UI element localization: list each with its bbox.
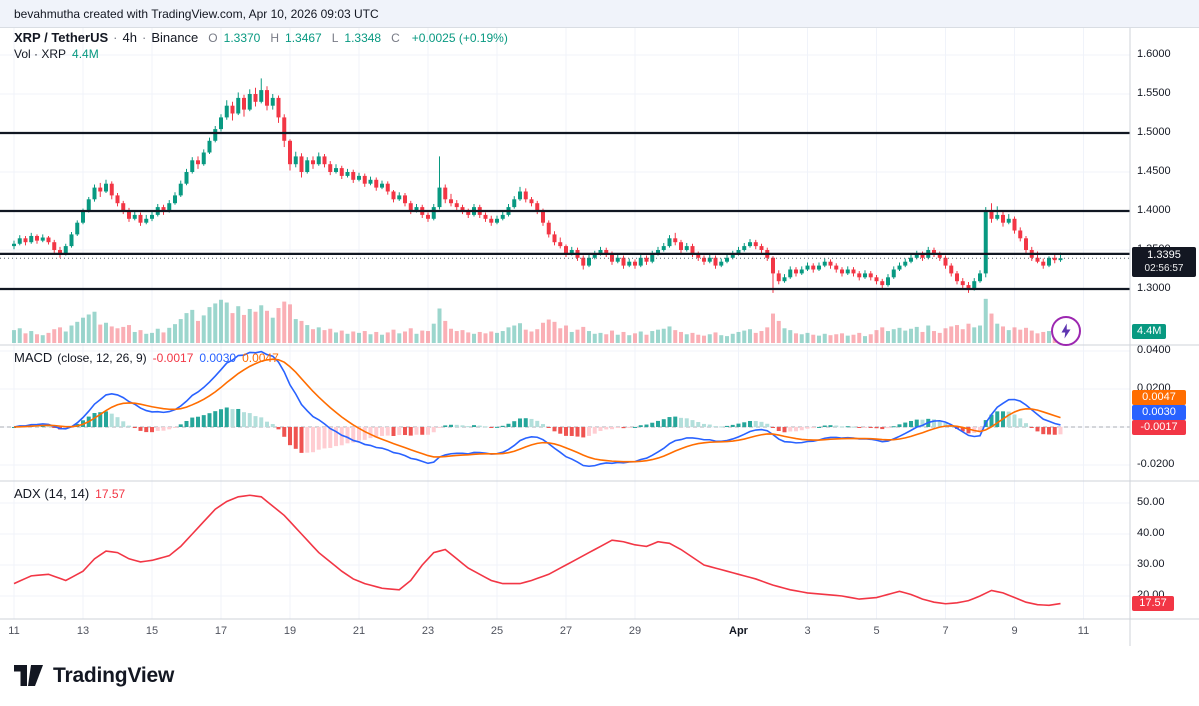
tradingview-logo-icon <box>14 665 43 686</box>
macd-legend: MACD (close, 12, 26, 9) -0.0017 0.0030 0… <box>14 350 279 365</box>
high-label: H <box>270 30 280 45</box>
adx-value: 17.57 <box>95 486 126 501</box>
adx-badge: 17.57 <box>1132 596 1174 611</box>
low-value: 1.3348 <box>344 30 382 45</box>
macd-params: (close, 12, 26, 9) <box>57 350 147 365</box>
last-price-badge: 1.3395 02:56:57 <box>1132 247 1196 277</box>
symbol-exchange[interactable]: Binance <box>151 30 199 45</box>
macd-signal-value: 0.0047 <box>242 350 279 365</box>
tradingview-brand-text: TradingView <box>53 664 175 687</box>
high-value: 1.3467 <box>285 30 322 45</box>
levels-layer <box>0 131 1130 291</box>
bar-countdown: 02:56:57 <box>1144 263 1184 274</box>
flash-button[interactable] <box>1051 316 1081 346</box>
volume-badge: 4.4M <box>1132 324 1167 339</box>
volume-value: 4.4M <box>72 47 99 61</box>
open-label: O <box>208 30 218 45</box>
volume-label[interactable]: Vol · XRP <box>14 47 67 61</box>
legend-separator: · <box>141 30 147 45</box>
footer: TradingView <box>0 646 1199 706</box>
adx-title[interactable]: ADX (14, 14) <box>14 486 90 501</box>
adx-legend: ADX (14, 14) 17.57 <box>14 486 125 501</box>
low-label: L <box>331 30 339 45</box>
last-price: 1.3395 <box>1147 249 1181 261</box>
tradingview-logo[interactable]: TradingView <box>14 664 174 688</box>
grid-layer <box>0 28 1130 619</box>
candles-layer <box>12 78 1063 293</box>
volume-layer <box>12 298 1063 343</box>
change-value: +0.0025 (+0.19%) <box>411 30 508 45</box>
volume-legend: Vol · XRP 4.4M <box>14 47 99 61</box>
macd-line-value: 0.0030 <box>199 350 237 365</box>
symbol-interval[interactable]: 4h <box>122 30 137 45</box>
macd-title[interactable]: MACD <box>14 350 53 365</box>
macd-hist-value: -0.0017 <box>152 350 194 365</box>
lightning-icon <box>1061 323 1071 339</box>
legend-separator: · <box>113 30 118 45</box>
attribution-text: bevahmutha created with TradingView.com,… <box>14 6 379 21</box>
attribution-bar: bevahmutha created with TradingView.com,… <box>0 0 1199 28</box>
open-value: 1.3370 <box>223 30 261 45</box>
macd-hist-badge: -0.0017 <box>1132 420 1186 435</box>
macd-signal-badge: 0.0047 <box>1132 390 1186 405</box>
separators-layer <box>0 28 1199 646</box>
symbol-title[interactable]: XRP / TetherUS <box>14 30 109 45</box>
adx-layer <box>13 494 1061 607</box>
macd-line-badge: 0.0030 <box>1132 405 1186 420</box>
close-label: C <box>391 30 400 45</box>
macd-layer <box>0 350 1130 468</box>
